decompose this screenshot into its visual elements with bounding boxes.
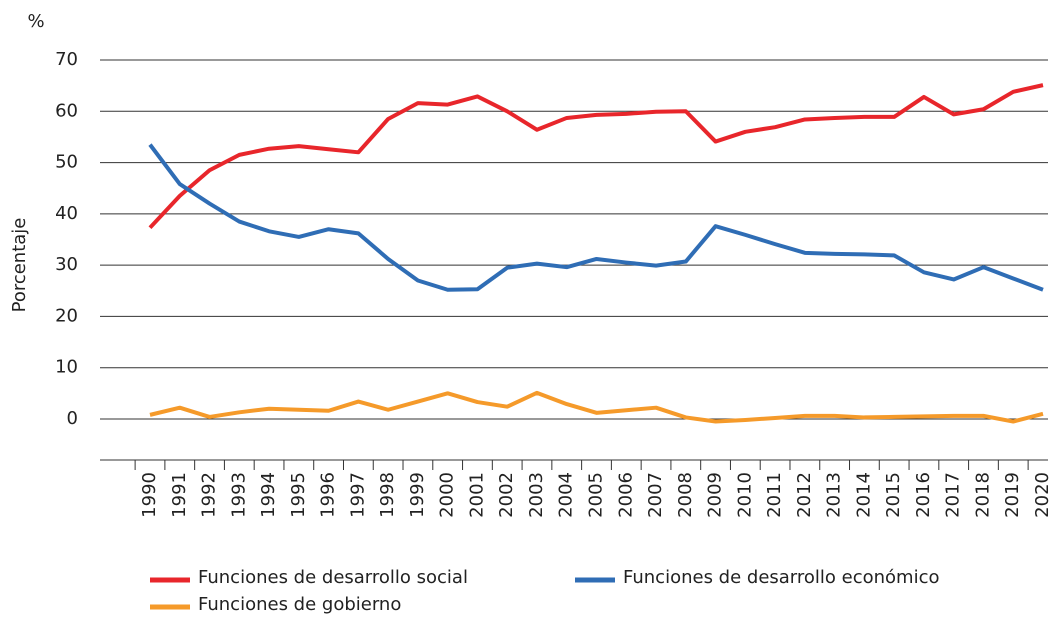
x-tick-label: 2018 xyxy=(972,472,993,518)
y-tick-label: 70 xyxy=(55,49,78,70)
series-line xyxy=(148,143,1044,292)
x-tick-label: 2019 xyxy=(1002,472,1023,518)
x-tick-label: 2009 xyxy=(705,472,726,518)
x-tick-label: 2001 xyxy=(466,472,487,518)
x-tick-label: 1992 xyxy=(199,472,220,518)
y-tick-label: 30 xyxy=(55,254,78,275)
x-tick-label: 2008 xyxy=(675,472,696,518)
series-line xyxy=(148,83,1044,230)
x-tick-label: 2014 xyxy=(853,472,874,518)
y-unit: % xyxy=(27,11,44,32)
x-tick-label: 1996 xyxy=(318,472,339,518)
x-tick-label: 2016 xyxy=(913,472,934,518)
x-tick-label: 2015 xyxy=(883,472,904,518)
y-tick-label: 50 xyxy=(55,152,78,173)
x-tick-label: 2003 xyxy=(526,472,547,518)
x-tick-label: 1999 xyxy=(407,472,428,518)
x-tick-label: 1993 xyxy=(228,472,249,518)
y-tick-label: 60 xyxy=(55,100,78,121)
legend-label: Funciones de desarrollo social xyxy=(198,567,468,588)
x-tick-label: 2011 xyxy=(764,472,785,518)
legend-label: Funciones de desarrollo económico xyxy=(623,567,940,588)
x-tick-label: 2006 xyxy=(615,472,636,518)
x-tick-label: 2007 xyxy=(645,472,666,518)
x-tick-label: 2020 xyxy=(1032,472,1053,518)
x-tick-label: 1998 xyxy=(377,472,398,518)
x-tick-label: 2013 xyxy=(824,472,845,518)
y-tick-label: 40 xyxy=(55,203,78,224)
x-tick-label: 1997 xyxy=(347,472,368,518)
x-tick-label: 1994 xyxy=(258,472,279,518)
y-axis-label: Porcentaje xyxy=(9,218,30,313)
y-tick-label: 0 xyxy=(67,408,78,429)
x-tick-label: 2002 xyxy=(496,472,517,518)
x-tick-label: 2000 xyxy=(437,472,458,518)
x-tick-label: 1991 xyxy=(169,472,190,518)
x-tick-label: 1995 xyxy=(288,472,309,518)
x-tick-label: 2010 xyxy=(734,472,755,518)
series-line xyxy=(149,390,1044,424)
x-tick-label: 1990 xyxy=(139,472,160,518)
x-tick-label: 2005 xyxy=(586,472,607,518)
y-tick-label: 20 xyxy=(55,305,78,326)
x-tick-label: 2017 xyxy=(943,472,964,518)
y-tick-label: 10 xyxy=(55,357,78,378)
legend-label: Funciones de gobierno xyxy=(198,594,401,615)
x-tick-label: 2004 xyxy=(556,472,577,518)
x-tick-label: 2012 xyxy=(794,472,815,518)
